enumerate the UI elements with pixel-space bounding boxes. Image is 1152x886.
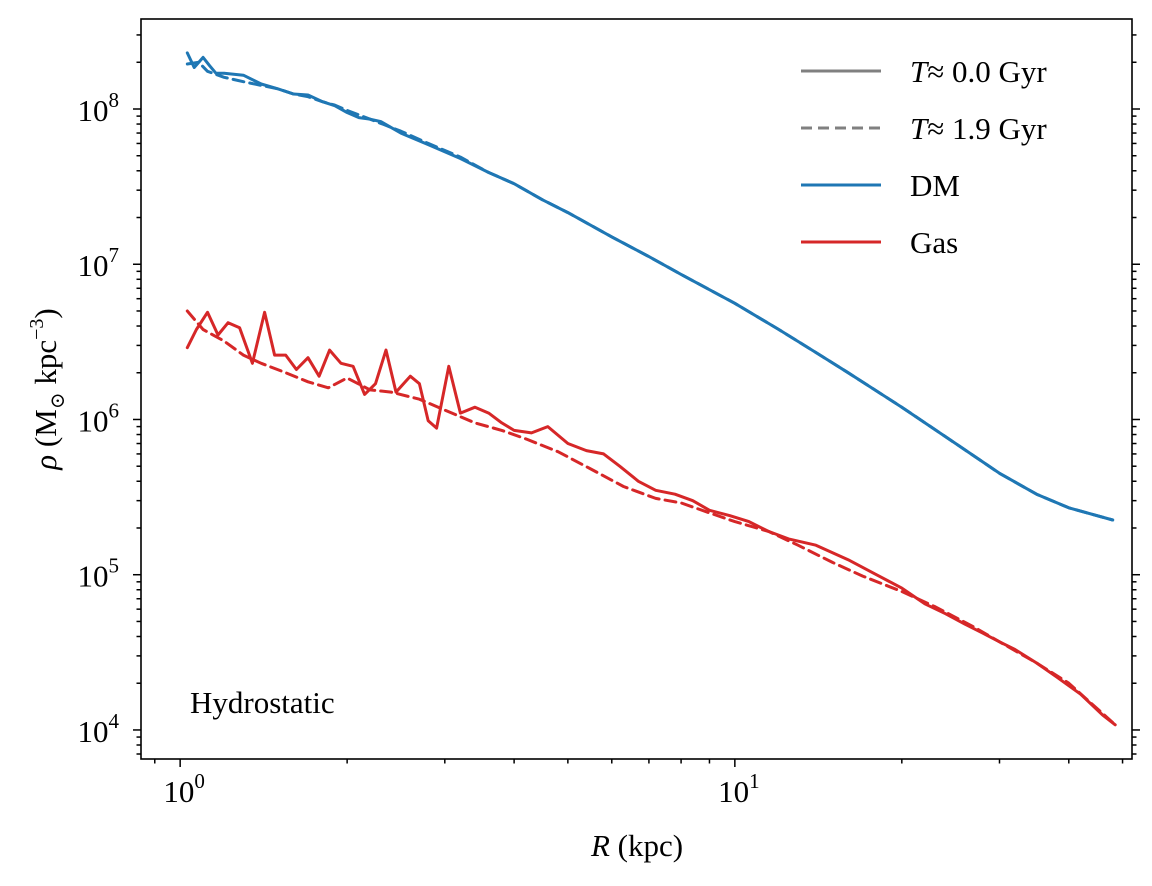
series-line-gas-t00 (185, 310, 1117, 727)
legend-label: T≈ 1.9 Gyr (910, 111, 1047, 146)
legend-label: DM (910, 168, 960, 203)
legend-label: Gas (910, 225, 958, 260)
y-tick-label: 106 (78, 398, 120, 438)
y-axis-title: ρ (M⊙ kpc−3) (26, 308, 69, 470)
legend: T≈ 0.0 Gyr T≈ 1.9 Gyr DM Gas (801, 54, 1047, 260)
x-tick-label: 100 (163, 769, 205, 809)
series-line-gas-t19 (185, 309, 1117, 727)
y-tick-label: 104 (78, 709, 120, 749)
plot-frame (140, 18, 1133, 760)
y-tick-label: 108 (78, 88, 120, 128)
y-tick-label: 105 (78, 554, 120, 594)
annotation-label: Hydrostatic (190, 685, 335, 720)
y-tick-label: 107 (78, 243, 120, 283)
x-tick-label: 101 (718, 769, 760, 809)
legend-label: T≈ 0.0 Gyr (910, 54, 1047, 89)
series-line-dm-t19 (185, 60, 1115, 522)
x-axis-title: R (kpc) (590, 828, 683, 863)
